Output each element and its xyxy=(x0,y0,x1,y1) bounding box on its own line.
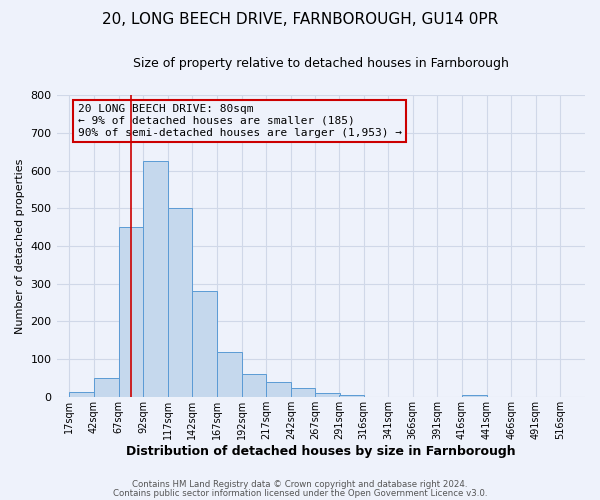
Bar xyxy=(143,161,168,397)
Bar xyxy=(242,374,266,397)
Bar xyxy=(339,395,364,397)
Bar xyxy=(217,352,242,397)
Text: Contains public sector information licensed under the Open Government Licence v3: Contains public sector information licen… xyxy=(113,488,487,498)
Bar xyxy=(291,388,316,397)
Text: Contains HM Land Registry data © Crown copyright and database right 2024.: Contains HM Land Registry data © Crown c… xyxy=(132,480,468,489)
Bar xyxy=(70,392,94,397)
Bar xyxy=(94,378,119,397)
Y-axis label: Number of detached properties: Number of detached properties xyxy=(15,158,25,334)
X-axis label: Distribution of detached houses by size in Farnborough: Distribution of detached houses by size … xyxy=(126,444,515,458)
Bar xyxy=(316,393,340,397)
Bar xyxy=(462,395,487,397)
Bar xyxy=(119,227,143,397)
Bar xyxy=(193,292,217,397)
Bar xyxy=(168,208,193,397)
Text: 20 LONG BEECH DRIVE: 80sqm
← 9% of detached houses are smaller (185)
90% of semi: 20 LONG BEECH DRIVE: 80sqm ← 9% of detac… xyxy=(77,104,401,138)
Title: Size of property relative to detached houses in Farnborough: Size of property relative to detached ho… xyxy=(133,58,509,70)
Bar xyxy=(266,382,291,397)
Text: 20, LONG BEECH DRIVE, FARNBOROUGH, GU14 0PR: 20, LONG BEECH DRIVE, FARNBOROUGH, GU14 … xyxy=(102,12,498,28)
